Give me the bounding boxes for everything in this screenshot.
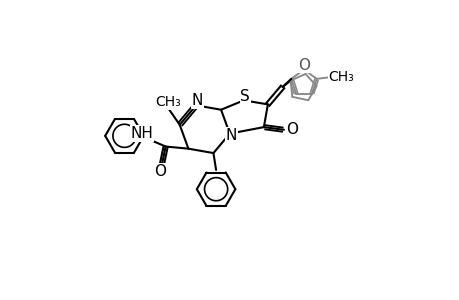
- Text: O: O: [297, 58, 309, 73]
- Text: CH₃: CH₃: [328, 70, 353, 84]
- Text: O: O: [154, 164, 166, 178]
- Text: N: N: [225, 128, 236, 142]
- Text: CH₃: CH₃: [155, 95, 180, 109]
- Text: S: S: [240, 89, 250, 104]
- Text: O: O: [285, 122, 297, 137]
- Text: N: N: [191, 93, 203, 108]
- Text: NH: NH: [130, 126, 153, 141]
